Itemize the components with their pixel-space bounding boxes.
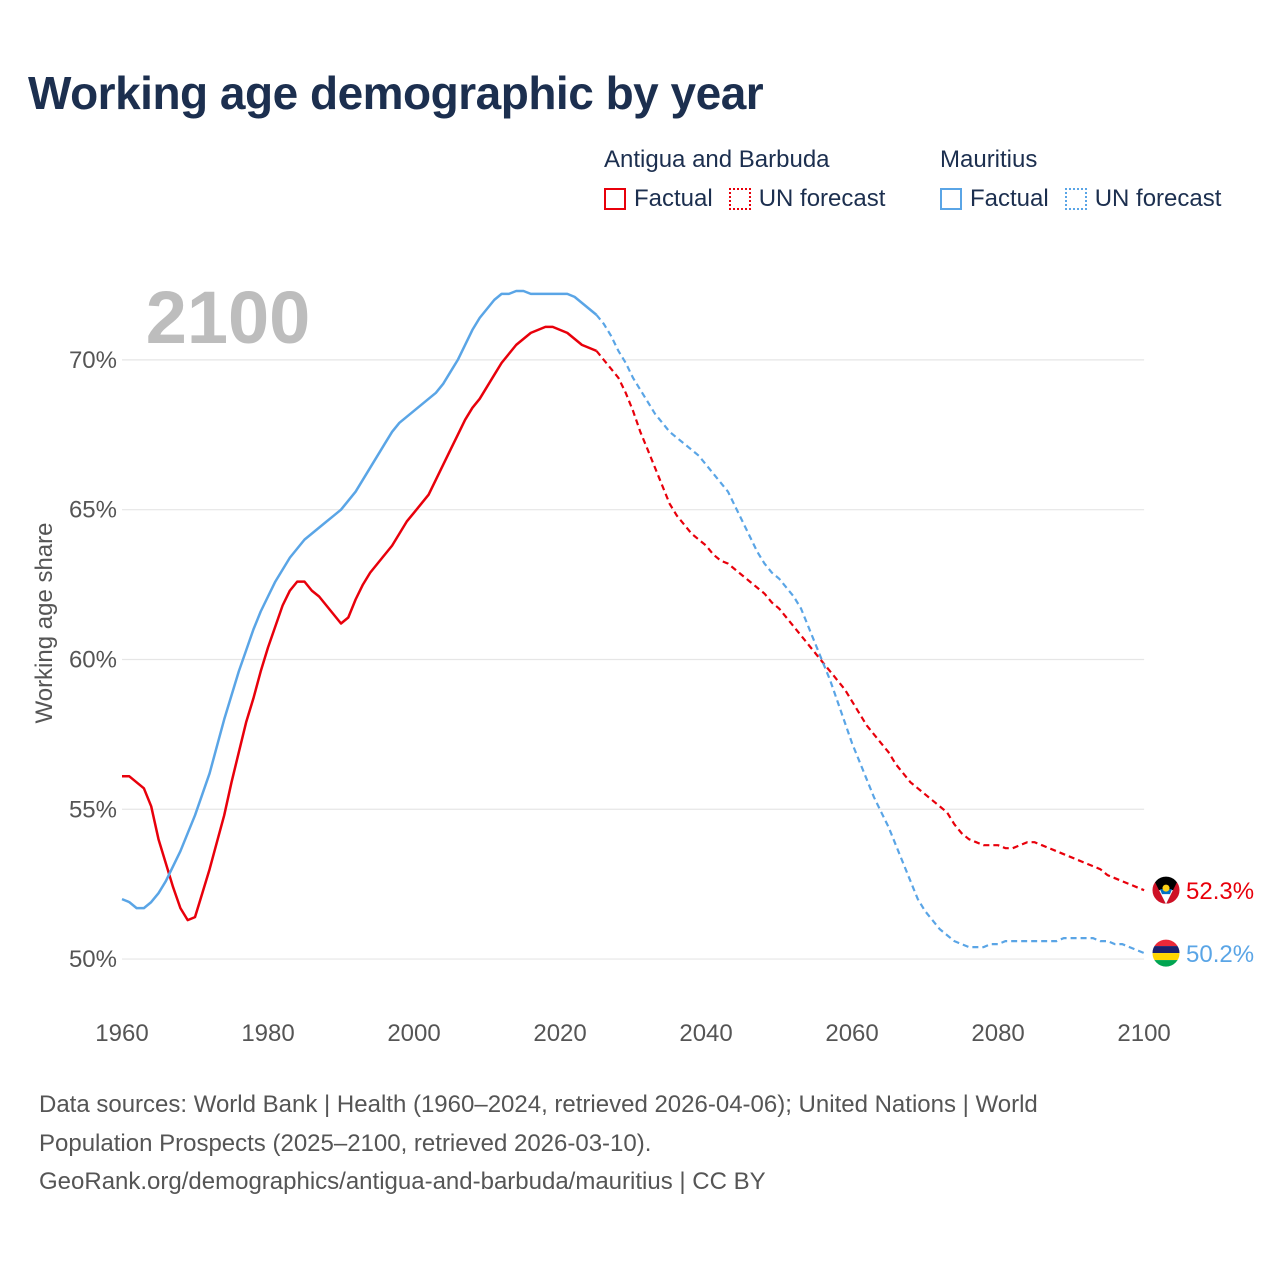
legend-swatch-dotted (1064, 188, 1087, 210)
y-tick-label: 70% (69, 347, 117, 374)
sources-line-2: Population Prospects (2025–2100, retriev… (39, 1129, 652, 1157)
series-lines (121, 289, 1145, 955)
sources-line-1: Data sources: World Bank | Health (1960–… (39, 1091, 1038, 1118)
x-tick-label: 1980 (241, 1020, 294, 1047)
legend-label: UN forecast (1094, 185, 1222, 212)
legend-group-mauritius: Mauritius Factual UN forecast (940, 144, 1237, 213)
legend-group-name: Antigua and Barbuda (604, 146, 830, 173)
sources-note: Data sources: World Bank | Health (1960–… (39, 1086, 1239, 1202)
legend-label: Factual (970, 185, 1049, 212)
series-line-factual[interactable] (121, 289, 598, 910)
x-tick-label: 2000 (387, 1020, 440, 1047)
y-tick-label: 60% (69, 646, 117, 673)
legend-swatch-dotted (728, 188, 751, 210)
series-line-factual[interactable] (122, 325, 597, 922)
chart-title: Working age demographic by year (28, 67, 764, 119)
series-end-label: 50.2% (1186, 941, 1254, 968)
year-watermark: 2100 (146, 276, 311, 359)
antigua-and-barbuda-flag-icon (1151, 875, 1181, 905)
series-line-forecast[interactable] (595, 314, 1145, 955)
gridlines (122, 359, 1145, 960)
legend-group-antigua: Antigua and Barbuda Factual UN forecast (604, 144, 901, 213)
x-tick-label: 2080 (971, 1020, 1024, 1047)
legend-swatch-solid (940, 188, 962, 210)
legend-label: Factual (634, 185, 713, 212)
legend-mauritius-forecast[interactable]: UN forecast (1064, 185, 1222, 213)
y-tick-label: 55% (69, 796, 117, 823)
x-tick-label: 1960 (95, 1020, 148, 1047)
legend-label: UN forecast (758, 185, 886, 212)
legend-antigua-forecast[interactable]: UN forecast (728, 185, 886, 213)
x-tick-label: 2040 (679, 1020, 732, 1047)
x-tick-label: 2100 (1117, 1020, 1170, 1047)
x-tick-label: 2020 (533, 1020, 586, 1047)
x-axis-ticks: 1960 1980 2000 2020 2040 2060 2080 2100 (95, 1020, 1170, 1047)
y-axis-ticks: 50% 55% 60% 65% 70% (69, 347, 117, 973)
legend-swatch-solid (604, 188, 626, 210)
y-tick-label: 50% (69, 946, 117, 973)
series-end-markers: 52.3% 50.2% (1151, 875, 1254, 968)
legend-group-name: Mauritius (940, 146, 1038, 173)
y-tick-label: 65% (69, 497, 117, 524)
y-axis-label: Working age share (31, 523, 58, 724)
series-line-forecast[interactable] (595, 350, 1145, 892)
sources-line-3[interactable]: GeoRank.org/demographics/antigua-and-bar… (39, 1168, 766, 1195)
legend-antigua-factual[interactable]: Factual (604, 185, 713, 213)
series-end-label: 52.3% (1186, 878, 1254, 905)
legend-mauritius-factual[interactable]: Factual (940, 185, 1049, 213)
x-tick-label: 2060 (825, 1020, 878, 1047)
mauritius-flag-icon (1151, 938, 1181, 968)
